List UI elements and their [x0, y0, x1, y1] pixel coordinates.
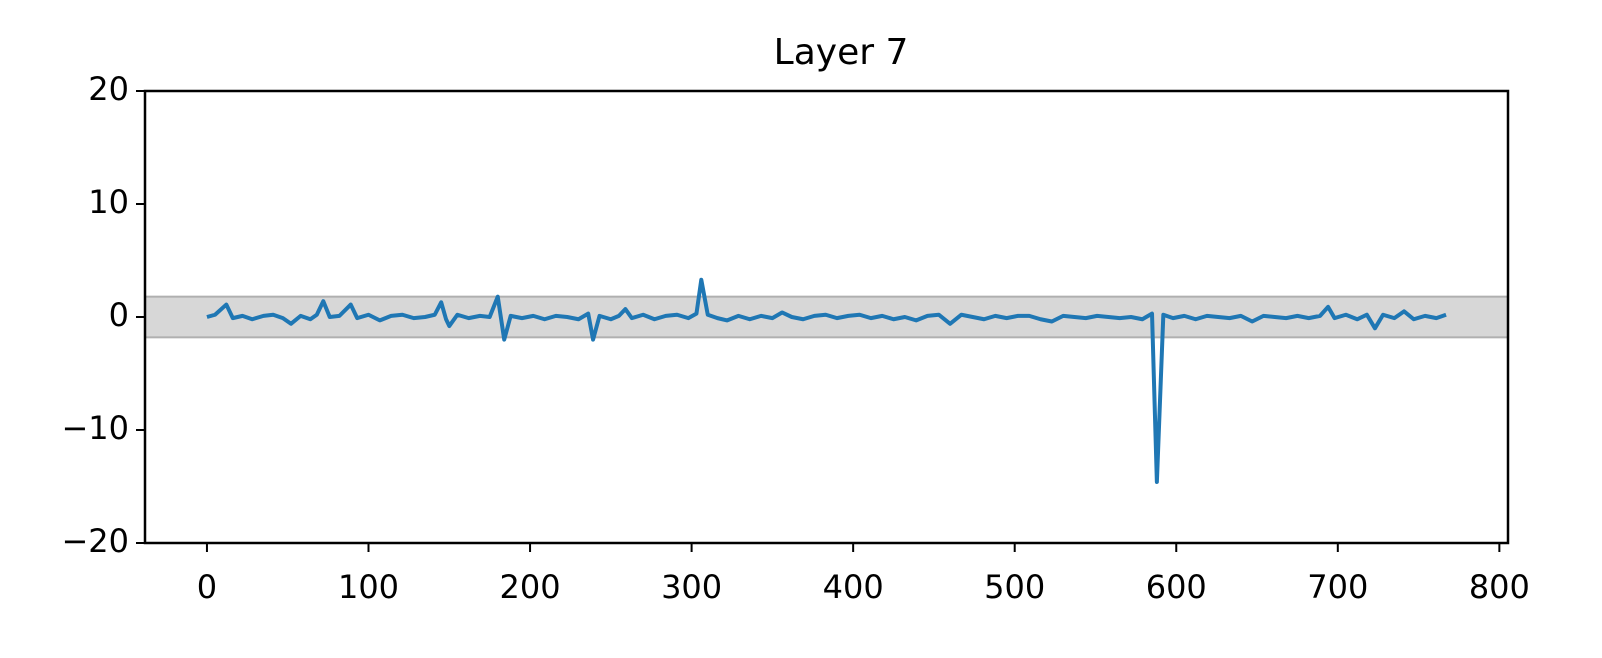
x-tick-label: 0	[197, 568, 217, 606]
x-tick-label: 300	[661, 568, 722, 606]
y-tick-label: 0	[109, 296, 129, 334]
chart-title: Layer 7	[774, 32, 909, 73]
y-tick-label: −20	[61, 522, 129, 560]
y-tick-label: −10	[61, 409, 129, 447]
y-tick-label: 10	[88, 183, 129, 221]
x-tick-label: 500	[984, 568, 1045, 606]
x-tick-label: 100	[338, 568, 399, 606]
x-tick-label: 800	[1469, 568, 1530, 606]
x-tick-label: 700	[1307, 568, 1368, 606]
x-tick-label: 200	[500, 568, 561, 606]
line	[206, 277, 1447, 484]
x-tick-label: 600	[1146, 568, 1207, 606]
x-tick-label: 400	[823, 568, 884, 606]
y-tick-label: 20	[88, 70, 129, 108]
